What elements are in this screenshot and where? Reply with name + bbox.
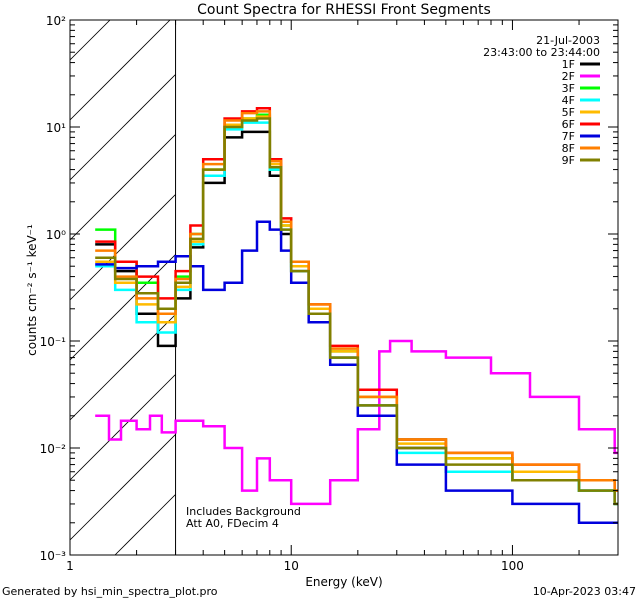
legend-label-5F: 5F bbox=[562, 106, 575, 119]
y-tick-label-2: 10⁻¹ bbox=[40, 335, 67, 349]
x-tick-label-1: 10 bbox=[284, 559, 299, 573]
chart-title: Count Spectra for RHESSI Front Segments bbox=[197, 2, 491, 18]
series-line-7F bbox=[95, 220, 618, 525]
legend-label-1F: 1F bbox=[562, 58, 575, 71]
legend-label-9F: 9F bbox=[562, 154, 575, 167]
y-tick-label-4: 10¹ bbox=[46, 121, 66, 135]
legend-time-range: 23:43:00 to 23:44:00 bbox=[483, 46, 600, 59]
footer-generated-by: Generated by hsi_min_spectra_plot.pro bbox=[2, 585, 218, 598]
legend-date: 21-Jul-2003 bbox=[536, 34, 600, 47]
hatch-line-6 bbox=[70, 134, 176, 241]
hatch-line-10 bbox=[70, 374, 176, 481]
series-line-2F bbox=[95, 339, 618, 506]
series-line-5F bbox=[95, 115, 618, 492]
legend-label-7F: 7F bbox=[562, 130, 575, 143]
hatch-line-11 bbox=[70, 434, 176, 541]
annotation-background: Includes Background bbox=[186, 505, 301, 518]
hatch-line-5 bbox=[70, 74, 176, 181]
legend-label-3F: 3F bbox=[562, 82, 575, 95]
hatch-line-3 bbox=[70, 20, 111, 61]
x-axis-label: Energy (keV) bbox=[305, 575, 382, 589]
legend-label-8F: 8F bbox=[562, 142, 575, 155]
series-line-8F bbox=[95, 110, 618, 492]
y-tick-label-1: 10⁻² bbox=[40, 442, 67, 456]
annotation-attenuator: Att A0, FDecim 4 bbox=[186, 517, 279, 530]
hatch-line-7 bbox=[70, 194, 176, 301]
footer-timestamp: 10-Apr-2023 03:47 bbox=[533, 585, 636, 598]
series-line-9F bbox=[95, 117, 618, 506]
x-tick-label-0: 1 bbox=[66, 559, 74, 573]
hatch-line-12 bbox=[114, 494, 176, 555]
legend-label-6F: 6F bbox=[562, 118, 575, 131]
x-tick-label-2: 100 bbox=[501, 559, 524, 573]
y-tick-label-0: 10⁻³ bbox=[40, 549, 67, 563]
y-tick-label-3: 10⁰ bbox=[46, 228, 66, 242]
legend-label-4F: 4F bbox=[562, 94, 575, 107]
hatch-line-8 bbox=[70, 254, 176, 361]
legend-label-2F: 2F bbox=[562, 70, 575, 83]
y-axis-label: counts cm⁻² s⁻¹ keV⁻¹ bbox=[25, 224, 39, 356]
plot-frame bbox=[69, 19, 619, 556]
y-tick-label-5: 10² bbox=[46, 14, 66, 28]
hatch-line-4 bbox=[70, 20, 171, 121]
